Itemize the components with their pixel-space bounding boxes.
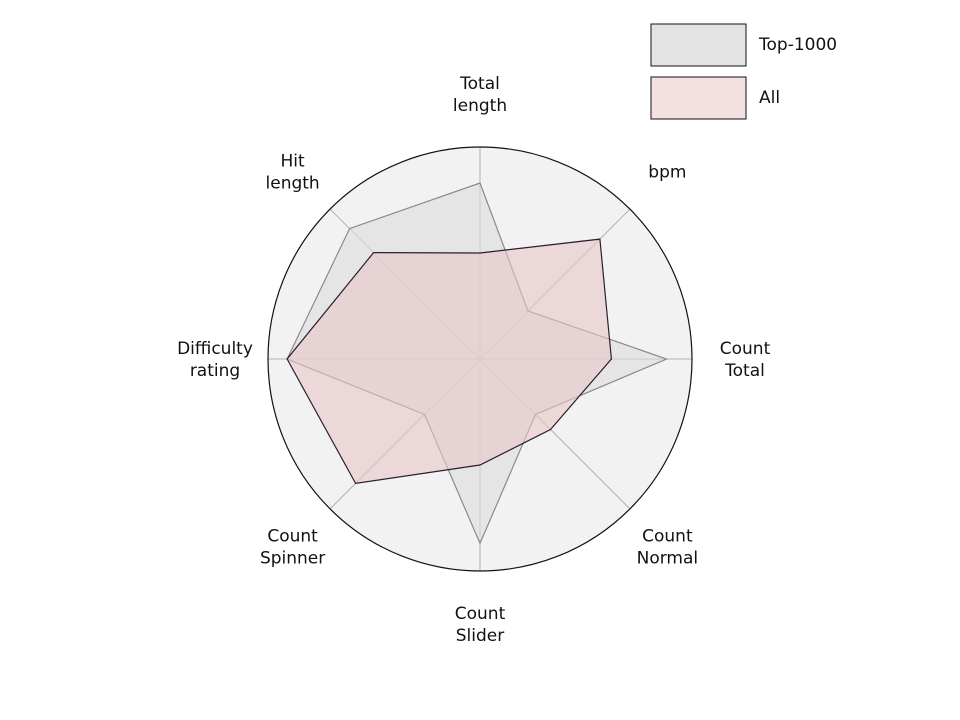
series-area-all xyxy=(286,238,613,485)
axis-label-count-total: Count Total xyxy=(720,339,771,381)
axis-label-difficulty-rating: Difficulty rating xyxy=(177,339,253,381)
legend: Top-1000 All xyxy=(650,23,837,120)
axis-label-bpm: bpm xyxy=(648,163,686,183)
radar-axis-labels: Total length bpm Count Total Count Normal Count… xyxy=(177,74,770,646)
radar-outer-circle xyxy=(267,146,693,572)
radar-series xyxy=(267,146,693,572)
axis-label-count-normal: Count Normal xyxy=(637,526,699,568)
legend-label-top-1000: Top-1000 xyxy=(758,35,837,55)
legend-swatch-top-1000 xyxy=(650,23,747,67)
legend-swatch-all xyxy=(650,76,747,120)
axis-label-total-length: Total length xyxy=(453,74,507,116)
axis-label-count-slider: Count Slider xyxy=(455,604,506,646)
axis-label-count-spinner: Count Spinner xyxy=(260,526,325,568)
axis-label-hit-length: Hit length xyxy=(266,152,320,194)
legend-label-all: All xyxy=(759,88,780,108)
